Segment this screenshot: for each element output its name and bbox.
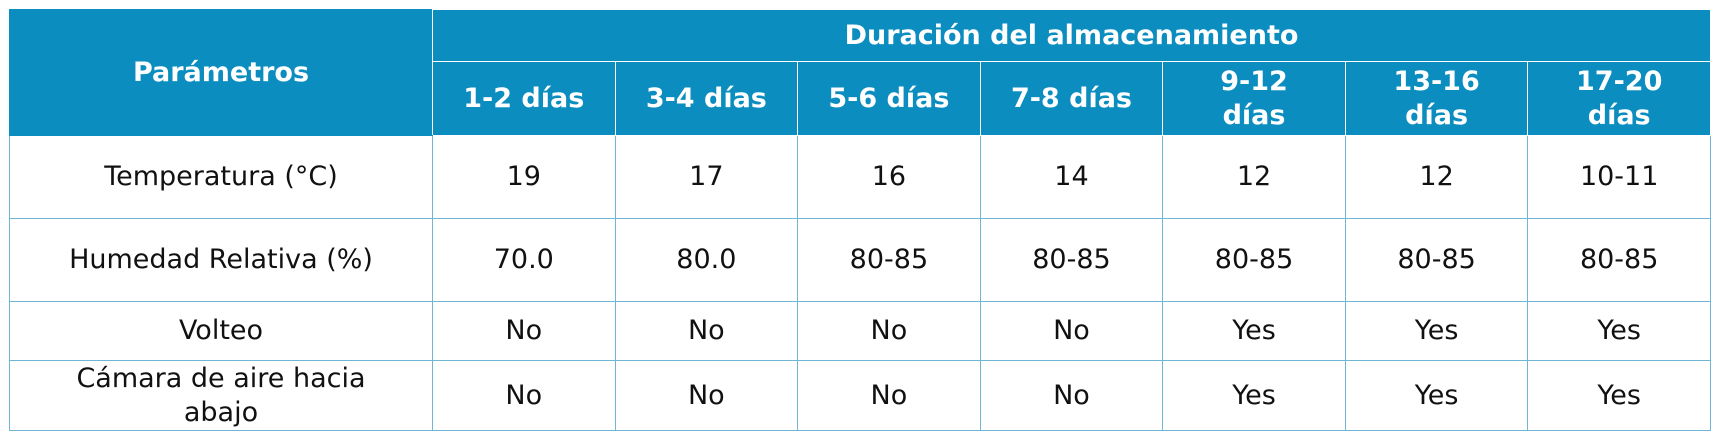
text-line: días — [1222, 99, 1286, 131]
cell: No — [979, 301, 1164, 361]
column-header: 5-6 días — [797, 61, 981, 136]
cell: 10-11 — [1527, 135, 1711, 219]
table-row: Cámara de aire hacia abajo No No No No Yes Yes Y… — [9, 360, 1711, 431]
header-title: Parámetros — [9, 9, 433, 136]
column-header: 9-12 días — [1162, 61, 1346, 136]
text-line: 9-12 — [1220, 65, 1288, 97]
text-line: abajo — [183, 396, 259, 428]
cell: 12 — [1344, 135, 1529, 219]
column-header: 7-8 días — [979, 61, 1164, 136]
text-line: días — [1405, 99, 1469, 131]
table-row: Humedad Relativa (%) 70.0 80.0 80-85 80-85 80… — [9, 218, 1711, 302]
text-line: 1-2 días — [463, 82, 585, 114]
cell: No — [614, 360, 799, 431]
cell: 80-85 — [1162, 218, 1346, 302]
cell: 16 — [797, 135, 981, 219]
column-header: 17-20 días — [1527, 61, 1711, 136]
cell: No — [797, 301, 981, 361]
column-header: 1-2 días — [432, 61, 616, 136]
cell: 80.0 — [614, 218, 799, 302]
cell: Yes — [1162, 360, 1346, 431]
row-label: Humedad Relativa (%) — [9, 218, 433, 302]
cell: 80-85 — [797, 218, 981, 302]
text-line: 13-16 — [1393, 65, 1480, 97]
text-line: 7-8 días — [1010, 82, 1132, 114]
cell: 80-85 — [1344, 218, 1529, 302]
cell: 80-85 — [979, 218, 1164, 302]
cell: No — [979, 360, 1164, 431]
header-row: 1-2 días 3-4 días 5-6 días 7-8 días 9-12 días… — [10, 61, 1711, 136]
row-label: Cámara de aire hacia abajo — [9, 360, 433, 431]
header-row: Parámetros Duración del almacenamiento — [9, 9, 1711, 136]
text-line: 5-6 días — [828, 82, 950, 114]
column-header: 3-4 días — [614, 61, 799, 136]
cell: 80-85 — [1527, 218, 1711, 302]
table-row: Temperatura (°C) 19 17 16 14 12 12 10-11 — [9, 135, 1711, 219]
column-header: 13-16 días — [1344, 61, 1529, 136]
cell: 19 — [432, 135, 616, 219]
header-group: Duración del almacenamiento — [432, 9, 1711, 62]
cell: Yes — [1344, 360, 1529, 431]
cell: 17 — [614, 135, 799, 219]
cell: No — [797, 360, 981, 431]
text-line: 3-4 días — [645, 82, 767, 114]
cell: Yes — [1527, 360, 1711, 431]
text-line: Volteo — [178, 315, 264, 347]
text-line: Temperatura (°C) — [104, 161, 338, 193]
cell: No — [432, 301, 616, 361]
text-line: 17-20 — [1576, 65, 1663, 97]
table-body: Temperatura (°C) 19 17 16 14 12 12 10-11 Humedad… — [9, 135, 1711, 431]
cell: No — [432, 360, 616, 431]
table-header: Parámetros Duración del almacenamiento 1… — [9, 9, 1711, 136]
cell: 12 — [1162, 135, 1346, 219]
table-row: Volteo No No No No Yes Yes Yes — [9, 301, 1711, 361]
cell: Yes — [1344, 301, 1529, 361]
storage-table: Parámetros Duración del almacenamiento 1… — [9, 9, 1711, 431]
cell: 14 — [979, 135, 1164, 219]
cell: No — [614, 301, 799, 361]
text-line: Cámara de aire hacia — [76, 362, 366, 394]
cell: 70.0 — [432, 218, 616, 302]
text-line: Humedad Relativa (%) — [69, 244, 373, 276]
cell: Yes — [1527, 301, 1711, 361]
cell: Yes — [1162, 301, 1346, 361]
row-label: Temperatura (°C) — [9, 135, 433, 219]
row-label: Volteo — [9, 301, 433, 361]
text-line: días — [1587, 99, 1651, 131]
